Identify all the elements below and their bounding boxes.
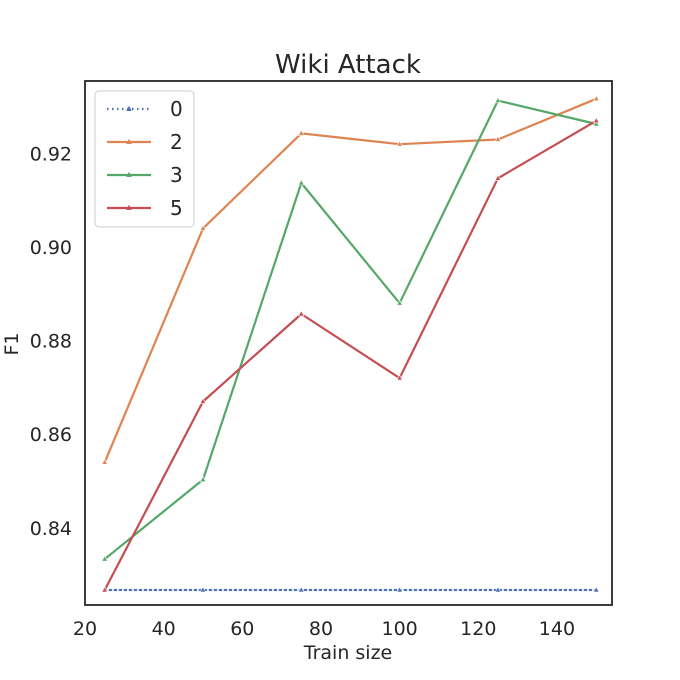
legend-box [94, 90, 195, 228]
data-point [199, 397, 207, 404]
legend-marker [126, 204, 132, 210]
data-point [592, 116, 600, 124]
data-point [396, 374, 403, 381]
x-tick-label: 40 [152, 618, 176, 640]
x-tick-label: 140 [539, 618, 575, 640]
series-3 [101, 96, 600, 562]
data-point [199, 224, 207, 231]
y-tick-label: 0.84 [30, 518, 72, 540]
legend-marker [126, 105, 132, 111]
legend-label: 0 [170, 97, 183, 121]
x-tick-label: 100 [381, 618, 417, 640]
data-point [101, 458, 108, 465]
data-point [494, 135, 502, 142]
x-tick-label: 20 [73, 618, 97, 640]
x-tick-label: 120 [460, 618, 496, 640]
data-point [494, 96, 502, 103]
chart-title: Wiki Attack [275, 50, 421, 80]
data-point [199, 586, 207, 593]
data-point [592, 120, 600, 127]
legend: 0 2 3 5 [94, 90, 195, 228]
series-0 [101, 586, 600, 593]
y-tick-label: 0.90 [30, 237, 72, 259]
data-point [396, 299, 403, 306]
legend-label: 2 [170, 130, 183, 154]
data-point [199, 475, 207, 482]
plot-area [101, 94, 600, 593]
data-point [494, 586, 502, 593]
legend-marker [126, 138, 132, 144]
legend-item-2: 2 [107, 130, 183, 154]
data-point [592, 586, 600, 593]
y-tick-label: 0.86 [30, 424, 72, 446]
data-point [298, 310, 305, 317]
series-line-5 [103, 119, 598, 592]
x-tick-label: 60 [230, 618, 254, 640]
series-line-3 [103, 99, 598, 561]
data-point [298, 586, 305, 593]
data-point [101, 555, 108, 562]
data-point [101, 586, 108, 593]
plot-frame [84, 80, 613, 606]
data-point [298, 179, 305, 186]
series-5 [101, 116, 600, 593]
legend-label: 3 [170, 163, 183, 187]
legend-item-5: 5 [107, 196, 183, 220]
y-tick-label: 0.88 [30, 331, 72, 353]
y-tick-label: 0.92 [30, 144, 72, 166]
x-axis-label: Train size [303, 642, 392, 664]
data-point [298, 129, 305, 136]
legend-item-0: 0 [107, 97, 183, 121]
data-point [592, 94, 600, 102]
data-point [396, 140, 403, 147]
legend-marker [126, 171, 132, 177]
legend-item-3: 3 [107, 163, 183, 187]
data-point [494, 174, 502, 181]
data-point [396, 586, 403, 593]
x-tick-label: 80 [309, 618, 333, 640]
series-2 [101, 94, 600, 465]
series-line-2 [103, 97, 598, 464]
y-axis-label: F1 [1, 332, 23, 355]
legend-label: 5 [170, 196, 183, 220]
